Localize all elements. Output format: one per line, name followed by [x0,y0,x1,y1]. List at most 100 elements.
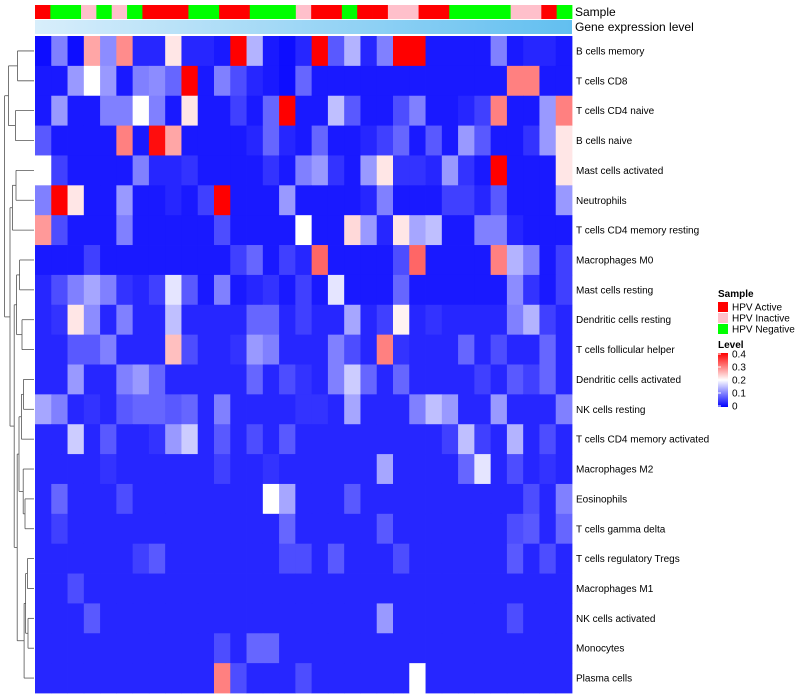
heatmap-cell [555,543,573,574]
row-label: T cells regulatory Tregs [576,554,680,565]
heatmap-cell [555,185,573,216]
heatmap-cell [539,334,557,365]
heatmap-cell [295,573,313,604]
gene-expression-bar [35,20,572,34]
row-label: Mast cells resting [576,285,653,296]
heatmap-cell [148,394,166,425]
heatmap-cell [262,394,280,425]
heatmap-cell [376,245,394,276]
heatmap-cell [506,95,524,126]
heatmap-cell [295,394,313,425]
heatmap-cell [116,36,134,67]
heatmap-cell [490,543,508,574]
sample-annotation-cell [479,5,496,19]
heatmap-cell [555,394,573,425]
heatmap-cell [214,513,231,545]
heatmap-cell [327,633,345,664]
sample-annotation-cell [295,5,312,19]
heatmap-cell [539,215,557,246]
heatmap-cell [376,95,394,126]
heatmap-cell [523,274,540,306]
sample-annotation-cell [403,5,419,19]
heatmap-cell [523,304,540,336]
heatmap-cell [393,454,410,485]
heatmap-cell [311,513,329,545]
heatmap-cell [197,215,215,246]
heatmap-cell [425,364,443,395]
heatmap-cell [197,454,215,485]
heatmap-cell [295,424,313,455]
heatmap-cell [51,394,68,425]
heatmap-cell [148,663,166,694]
heatmap-cell [360,454,378,485]
heatmap-cell [51,483,68,515]
sample-annotation-cell [65,5,82,19]
heatmap-cell [262,573,280,604]
heatmap-cell [100,663,117,694]
sample-legend-swatch [718,313,728,323]
heatmap-cell [425,513,443,545]
sample-annotation-track [35,5,573,19]
heatmap-cell [344,513,361,545]
heatmap-cell [35,364,52,395]
heatmap-cell [51,573,68,604]
heatmap-cell [246,364,264,395]
heatmap-cell [246,573,264,604]
heatmap-cell [393,334,410,365]
heatmap-cell [555,36,573,67]
heatmap-cell [246,394,264,425]
heatmap-cell [214,454,231,485]
heatmap-cell [165,65,182,97]
heatmap-cell [490,364,508,395]
heatmap-cell [214,65,231,97]
heatmap-cell [262,125,280,156]
heatmap-cell [279,185,296,216]
heatmap-cell [181,663,199,694]
heatmap-cell [262,364,280,395]
heatmap-cell [100,36,117,67]
heatmap-cell [458,185,475,216]
heatmap-cell [441,543,459,574]
heatmap-cell [425,125,443,156]
heatmap-cell [67,424,85,455]
heatmap-cell [539,95,557,126]
sample-annotation-cell [96,5,113,19]
heatmap-cell [279,573,296,604]
gene-expression-annotation-track [35,20,572,34]
heatmap-cell [295,483,313,515]
heatmap-cell [393,245,410,276]
heatmap-cell [458,513,475,545]
heatmap-cell [441,125,459,156]
heatmap-cell [51,334,68,365]
heatmap-cell [262,633,280,664]
heatmap-cell [409,125,426,156]
heatmap-cell [360,603,378,634]
heatmap-cell [539,304,557,336]
heatmap-cell [393,633,410,664]
row-label: T cells follicular helper [576,345,675,356]
heatmap-cell [555,245,573,276]
heatmap-cell [197,513,215,545]
heatmap-cell [506,633,524,664]
heatmap-cell [148,245,166,276]
heatmap-cell [197,304,215,336]
heatmap-cell [132,304,150,336]
heatmap-cell [409,334,426,365]
heatmap-cell [83,95,101,126]
heatmap-cell [165,394,182,425]
heatmap-cell [409,185,426,216]
heatmap-cell [262,304,280,336]
heatmap-cell [67,364,85,395]
heatmap-cell [360,424,378,455]
heatmap-cell [165,304,182,336]
heatmap-cell [506,603,524,634]
heatmap-cell [555,663,573,694]
heatmap-cell [327,185,345,216]
heatmap-cell [35,454,52,485]
heatmap-cell [181,424,199,455]
heatmap-cell [425,215,443,246]
heatmap-cell [523,95,540,126]
heatmap-cell [214,364,231,395]
heatmap-cell [165,185,182,216]
heatmap-cell [327,215,345,246]
